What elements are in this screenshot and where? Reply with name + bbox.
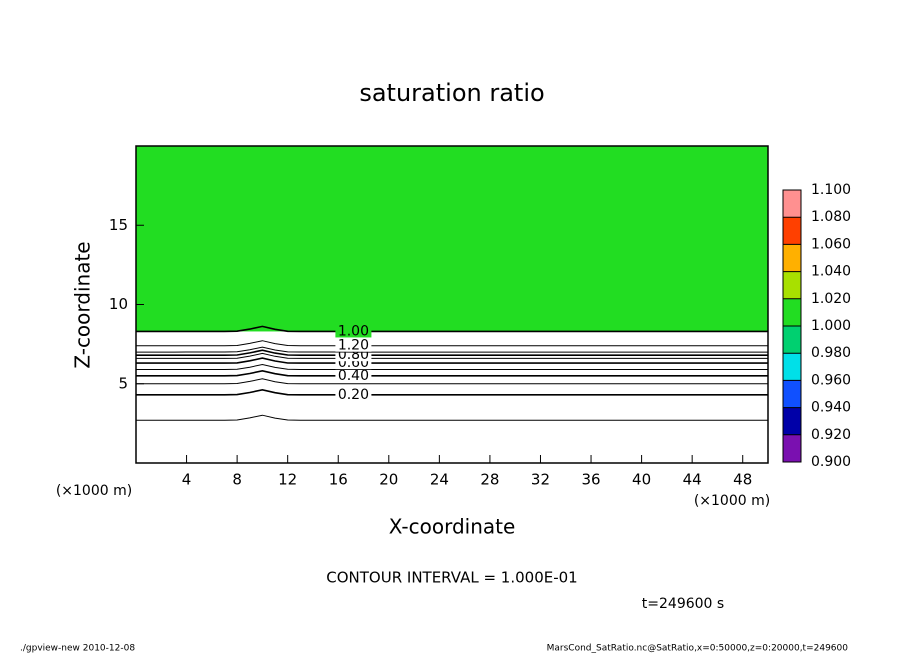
- contour-line: [136, 378, 768, 385]
- x-tick-label: 16: [329, 471, 348, 489]
- colorbar-cell: [783, 326, 801, 354]
- contour-label: 1.00: [338, 323, 369, 339]
- colorbar-label: 0.960: [811, 372, 851, 388]
- colorbar-cell: [783, 244, 801, 272]
- x-tick-label: 28: [480, 471, 499, 489]
- colorbar-cell: [783, 353, 801, 381]
- footer-right: MarsCond_SatRatio.nc@SatRatio,x=0:50000,…: [547, 644, 849, 654]
- contour-label-bg: [335, 338, 372, 352]
- colorbar-label: 1.080: [811, 209, 851, 225]
- contour-label-bg: [335, 387, 372, 401]
- x-unit: (×1000 m): [694, 493, 770, 509]
- saturated-region: [136, 146, 768, 332]
- contour-label-bg: [335, 324, 372, 338]
- x-axis-label: X-coordinate: [389, 515, 516, 539]
- colorbar-cell: [783, 407, 801, 435]
- contour-line: [136, 349, 768, 357]
- colorbar-label: 1.020: [811, 291, 851, 307]
- y-axis-label: Z-coordinate: [71, 241, 95, 368]
- colorbar-cell: [783, 298, 801, 326]
- contour-line: [136, 388, 768, 396]
- x-tick-label: 24: [430, 471, 449, 489]
- x-tick-label: 48: [733, 471, 752, 489]
- y-tick-label: 15: [109, 216, 128, 234]
- colorbar-cell: [783, 380, 801, 408]
- colorbar-cell: [783, 190, 801, 218]
- contour-line: [136, 340, 768, 347]
- y-tick-label: 5: [118, 374, 128, 392]
- contour-line: [136, 357, 768, 364]
- contour-line: [136, 325, 768, 333]
- footer-left: ./gpview-new 2010-12-08: [20, 644, 135, 654]
- chart-title: saturation ratio: [359, 79, 544, 107]
- colorbar-label: 0.900: [811, 454, 851, 470]
- colorbar-label: 1.040: [811, 264, 851, 280]
- x-tick-label: 4: [182, 471, 192, 489]
- contour-line: [136, 352, 768, 359]
- x-tick-label: 44: [683, 471, 702, 489]
- colorbar-label: 1.000: [811, 318, 851, 334]
- contour-line: [136, 414, 768, 421]
- x-tick-label: 36: [581, 471, 600, 489]
- colorbar-label: 1.100: [811, 182, 851, 198]
- contour-interval: CONTOUR INTERVAL = 1.000E-01: [326, 569, 577, 587]
- colorbar-cell: [783, 271, 801, 299]
- y-tick-label: 10: [109, 295, 128, 313]
- colorbar-label: 0.920: [811, 427, 851, 443]
- contour-line: [136, 346, 768, 353]
- time-label: t=249600 s: [642, 596, 724, 612]
- contour-label: 0.20: [338, 387, 369, 403]
- contour-label-bg: [335, 368, 372, 382]
- colorbar-label: 1.060: [811, 236, 851, 252]
- y-unit: (×1000 m): [56, 483, 132, 499]
- x-tick-label: 32: [531, 471, 550, 489]
- x-tick-label: 40: [632, 471, 651, 489]
- contour-label: 0.40: [338, 368, 369, 384]
- colorbar-cell: [783, 434, 801, 462]
- x-tick-label: 20: [379, 471, 398, 489]
- x-tick-label: 12: [278, 471, 297, 489]
- contour-label: 1.20: [338, 338, 369, 354]
- contour-line: [136, 363, 768, 370]
- x-tick-label: 8: [232, 471, 242, 489]
- contour-line: [136, 369, 768, 377]
- colorbar-label: 0.980: [811, 345, 851, 361]
- colorbar-label: 0.940: [811, 400, 851, 416]
- colorbar-cell: [783, 217, 801, 245]
